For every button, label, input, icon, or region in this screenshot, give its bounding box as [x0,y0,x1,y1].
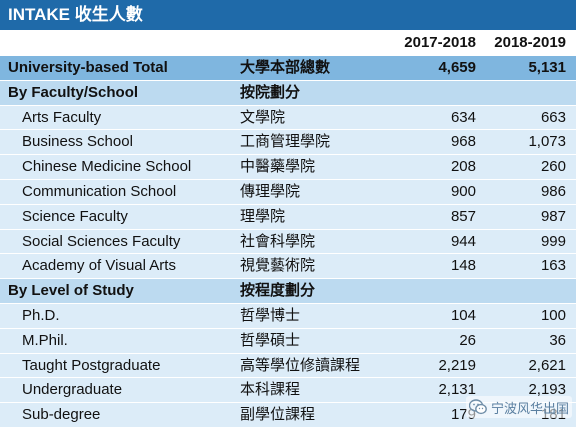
total-label-en: University-based Total [0,56,240,81]
row-label-en: Ph.D. [0,303,240,329]
row-label-zh: 本科課程 [240,377,388,404]
table-row: Ph.D. 哲學博士 104 100 [0,303,576,329]
row-label-zh: 副學位課程 [240,402,388,428]
table-row: Business School 工商管理學院 968 1,073 [0,129,576,156]
table-row: Academy of Visual Arts 視覺藝術院 148 163 [0,253,576,280]
row-label-en: Chinese Medicine School [0,154,240,180]
row-value-2018-2019: 663 [488,105,576,131]
row-label-zh: 中醫藥學院 [240,154,388,180]
row-value-2017-2018: 900 [388,179,488,205]
section-label-zh: 按院劃分 [240,80,388,106]
table-row: Chinese Medicine School 中醫藥學院 208 260 [0,154,576,180]
section-label-en: By Faculty/School [0,80,240,106]
row-label-zh: 理學院 [240,204,388,230]
row-value-2017-2018: 968 [388,129,488,156]
table-row: Arts Faculty 文學院 634 663 [0,105,576,131]
row-value-2018-2019: 1,073 [488,129,576,156]
column-header-row: 2017-2018 2018-2019 [0,30,576,56]
table-row: Science Faculty 理學院 857 987 [0,204,576,230]
row-label-en: Sub-degree [0,402,240,428]
row-label-zh: 文學院 [240,105,388,131]
total-label-zh: 大學本部總數 [240,56,388,81]
row-label-zh: 視覺藝術院 [240,253,388,280]
row-label-en: Social Sciences Faculty [0,229,240,255]
row-value-2017-2018: 26 [388,328,488,354]
column-header-2017-2018: 2017-2018 [404,34,476,51]
faculty-section-header: By Faculty/School 按院劃分 [0,80,576,106]
row-value-2017-2018: 2,219 [388,353,488,379]
column-header-2018-2019: 2018-2019 [494,34,566,51]
wechat-icon [468,399,487,415]
row-value-2018-2019: 36 [488,328,576,354]
table-row: Communication School 傳理學院 900 986 [0,179,576,205]
table-row: Taught Postgraduate 高等學位修讀課程 2,219 2,621 [0,353,576,379]
row-label-zh: 社會科學院 [240,229,388,255]
row-value-2018-2019: 100 [488,303,576,329]
row-value-2018-2019: 986 [488,179,576,205]
intake-table: University-based Total 大學本部總數 4,659 5,13… [0,56,576,428]
row-value-2017-2018: 148 [388,253,488,280]
total-2017-2018: 4,659 [388,56,488,81]
row-label-en: M.Phil. [0,328,240,354]
row-label-zh: 傳理學院 [240,179,388,205]
row-label-zh: 工商管理學院 [240,129,388,156]
row-label-zh: 哲學博士 [240,303,388,329]
row-label-en: Taught Postgraduate [0,353,240,379]
watermark-text: 宁波风华出国 [490,401,569,417]
row-label-en: Communication School [0,179,240,205]
row-value-2018-2019: 2,621 [488,353,576,379]
row-value-2017-2018: 944 [388,229,488,255]
row-value-2017-2018: 857 [388,204,488,230]
row-value-2018-2019: 999 [488,229,576,255]
row-value-2017-2018: 2,131 [388,377,488,404]
row-label-en: Undergraduate [0,377,240,404]
row-value-2017-2018: 208 [388,154,488,180]
row-value-2018-2019: 260 [488,154,576,180]
row-label-zh: 哲學碩士 [240,328,388,354]
total-2018-2019: 5,131 [488,56,576,81]
row-label-en: Arts Faculty [0,105,240,131]
faculty-rows: Arts Faculty 文學院 634 663 Business School 工商管理… [0,105,576,280]
section-label-en: By Level of Study [0,278,240,304]
page-title: INTAKE 收生人數 [0,0,576,30]
row-label-zh: 高等學位修讀課程 [240,353,388,379]
watermark: 宁波风华出国 [465,396,572,418]
row-value-2018-2019: 163 [488,253,576,280]
total-row: University-based Total 大學本部總數 4,659 5,13… [0,56,576,81]
row-value-2017-2018: 104 [388,303,488,329]
row-label-en: Business School [0,129,240,156]
table-row: Social Sciences Faculty 社會科學院 944 999 [0,229,576,255]
row-label-en: Academy of Visual Arts [0,253,240,280]
row-label-en: Science Faculty [0,204,240,230]
table-row: M.Phil. 哲學碩士 26 36 [0,328,576,354]
section-label-zh: 按程度劃分 [240,278,388,304]
row-value-2017-2018: 634 [388,105,488,131]
row-value-2018-2019: 987 [488,204,576,230]
level-section-header: By Level of Study 按程度劃分 [0,278,576,304]
